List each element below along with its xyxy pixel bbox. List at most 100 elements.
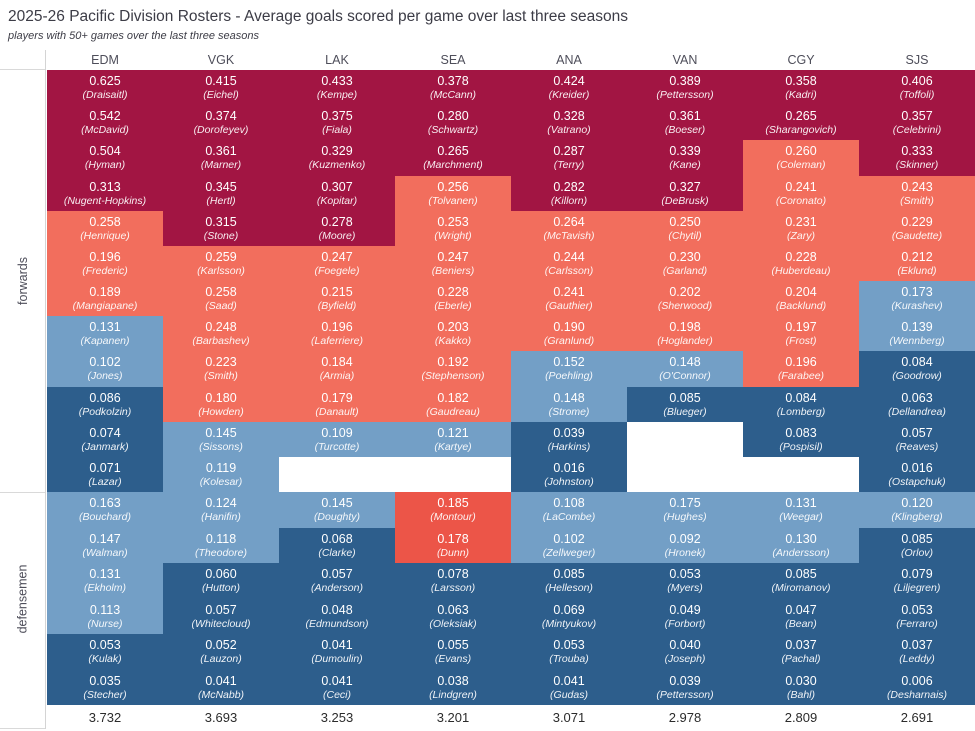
player-cell[interactable]: 0.333 (Skinner) xyxy=(859,140,975,176)
player-cell[interactable]: 0.052 (Lauzon) xyxy=(163,634,279,670)
player-cell[interactable]: 0.035 (Stecher) xyxy=(47,669,163,705)
player-cell[interactable]: 0.041 (Dumoulin) xyxy=(279,634,395,670)
player-cell[interactable]: 0.175 (Hughes) xyxy=(627,492,743,528)
player-cell[interactable]: 0.139 (Wennberg) xyxy=(859,316,975,352)
player-cell[interactable]: 0.053 (Ferraro) xyxy=(859,598,975,634)
player-cell[interactable]: 0.204 (Backlund) xyxy=(743,281,859,317)
player-cell[interactable]: 0.179 (Danault) xyxy=(279,386,395,422)
player-cell[interactable]: 0.148 (O'Connor) xyxy=(627,351,743,387)
player-cell[interactable]: 0.030 (Bahl) xyxy=(743,669,859,705)
player-cell[interactable]: 0.084 (Lomberg) xyxy=(743,386,859,422)
player-cell[interactable]: 0.038 (Lindgren) xyxy=(395,669,511,705)
player-cell[interactable]: 0.307 (Kopitar) xyxy=(279,175,395,211)
player-cell[interactable]: 0.053 (Trouba) xyxy=(511,634,627,670)
player-cell[interactable]: 0.504 (Hyman) xyxy=(47,140,163,176)
player-cell[interactable]: 0.243 (Smith) xyxy=(859,175,975,211)
player-cell[interactable]: 0.173 (Kurashev) xyxy=(859,281,975,317)
player-cell[interactable]: 0.120 (Klingberg) xyxy=(859,492,975,528)
player-cell[interactable]: 0.202 (Sherwood) xyxy=(627,281,743,317)
player-cell[interactable]: 0.060 (Hutton) xyxy=(163,563,279,599)
player-cell[interactable]: 0.057 (Reaves) xyxy=(859,421,975,457)
player-cell[interactable]: 0.049 (Forbort) xyxy=(627,598,743,634)
player-cell[interactable]: 0.113 (Nurse) xyxy=(47,598,163,634)
player-cell[interactable]: 0.196 (Frederic) xyxy=(47,245,163,282)
player-cell[interactable]: 0.131 (Ekholm) xyxy=(47,563,163,599)
player-cell[interactable]: 0.241 (Gauthier) xyxy=(511,281,627,317)
player-cell[interactable]: 0.378 (McCann) xyxy=(395,70,511,106)
player-cell[interactable]: 0.041 (McNabb) xyxy=(163,669,279,705)
player-cell[interactable]: 0.389 (Pettersson) xyxy=(627,70,743,106)
player-cell[interactable]: 0.374 (Dorofeyev) xyxy=(163,105,279,141)
player-cell[interactable]: 0.163 (Bouchard) xyxy=(47,492,163,528)
player-cell[interactable]: 0.145 (Doughty) xyxy=(279,492,395,528)
player-cell[interactable]: 0.198 (Hoglander) xyxy=(627,316,743,352)
player-cell[interactable]: 0.231 (Zary) xyxy=(743,210,859,246)
player-cell[interactable]: 0.253 (Wright) xyxy=(395,210,511,246)
player-cell[interactable]: 0.068 (Clarke) xyxy=(279,527,395,563)
player-cell[interactable]: 0.212 (Eklund) xyxy=(859,245,975,282)
player-cell[interactable]: 0.197 (Frost) xyxy=(743,316,859,352)
player-cell[interactable]: 0.230 (Garland) xyxy=(627,245,743,282)
player-cell[interactable]: 0.078 (Larsson) xyxy=(395,563,511,599)
player-cell[interactable]: 0.048 (Edmundson) xyxy=(279,598,395,634)
player-cell[interactable]: 0.287 (Terry) xyxy=(511,140,627,176)
player-cell[interactable]: 0.265 (Marchment) xyxy=(395,140,511,176)
player-cell[interactable]: 0.147 (Walman) xyxy=(47,527,163,563)
player-cell[interactable]: 0.086 (Podkolzin) xyxy=(47,386,163,422)
player-cell[interactable]: 0.247 (Foegele) xyxy=(279,245,395,282)
player-cell[interactable]: 0.063 (Oleksiak) xyxy=(395,598,511,634)
player-cell[interactable]: 0.102 (Jones) xyxy=(47,351,163,387)
player-cell[interactable]: 0.131 (Kapanen) xyxy=(47,316,163,352)
player-cell[interactable]: 0.130 (Andersson) xyxy=(743,527,859,563)
player-cell[interactable]: 0.084 (Goodrow) xyxy=(859,351,975,387)
player-cell[interactable]: 0.328 (Vatrano) xyxy=(511,105,627,141)
player-cell[interactable]: 0.264 (McTavish) xyxy=(511,210,627,246)
player-cell[interactable]: 0.282 (Killorn) xyxy=(511,175,627,211)
player-cell[interactable]: 0.102 (Zellweger) xyxy=(511,527,627,563)
player-cell[interactable]: 0.152 (Poehling) xyxy=(511,351,627,387)
player-cell[interactable]: 0.192 (Stephenson) xyxy=(395,351,511,387)
player-cell[interactable]: 0.180 (Howden) xyxy=(163,386,279,422)
player-cell[interactable]: 0.265 (Sharangovich) xyxy=(743,105,859,141)
player-cell[interactable]: 0.182 (Gaudreau) xyxy=(395,386,511,422)
player-cell[interactable]: 0.248 (Barbashev) xyxy=(163,316,279,352)
player-cell[interactable]: 0.053 (Kulak) xyxy=(47,634,163,670)
player-cell[interactable]: 0.424 (Kreider) xyxy=(511,70,627,106)
player-cell[interactable]: 0.250 (Chytil) xyxy=(627,210,743,246)
player-cell[interactable]: 0.258 (Henrique) xyxy=(47,210,163,246)
player-cell[interactable]: 0.244 (Carlsson) xyxy=(511,245,627,282)
player-cell[interactable]: 0.339 (Kane) xyxy=(627,140,743,176)
player-cell[interactable]: 0.375 (Fiala) xyxy=(279,105,395,141)
player-cell[interactable]: 0.085 (Orlov) xyxy=(859,527,975,563)
player-cell[interactable]: 0.121 (Kartye) xyxy=(395,421,511,457)
player-cell[interactable]: 0.124 (Hanifin) xyxy=(163,492,279,528)
player-cell[interactable]: 0.196 (Farabee) xyxy=(743,351,859,387)
player-cell[interactable]: 0.259 (Karlsson) xyxy=(163,245,279,282)
player-cell[interactable]: 0.184 (Armia) xyxy=(279,351,395,387)
player-cell[interactable]: 0.196 (Laferriere) xyxy=(279,316,395,352)
player-cell[interactable]: 0.278 (Moore) xyxy=(279,210,395,246)
player-cell[interactable]: 0.190 (Granlund) xyxy=(511,316,627,352)
player-cell[interactable]: 0.625 (Draisaitl) xyxy=(47,70,163,106)
player-cell[interactable]: 0.085 (Helleson) xyxy=(511,563,627,599)
player-cell[interactable]: 0.037 (Leddy) xyxy=(859,634,975,670)
player-cell[interactable]: 0.148 (Strome) xyxy=(511,386,627,422)
player-cell[interactable]: 0.053 (Myers) xyxy=(627,563,743,599)
player-cell[interactable]: 0.085 (Miromanov) xyxy=(743,563,859,599)
player-cell[interactable]: 0.092 (Hronek) xyxy=(627,527,743,563)
player-cell[interactable]: 0.223 (Smith) xyxy=(163,351,279,387)
player-cell[interactable]: 0.542 (McDavid) xyxy=(47,105,163,141)
player-cell[interactable]: 0.345 (Hertl) xyxy=(163,175,279,211)
player-cell[interactable]: 0.055 (Evans) xyxy=(395,634,511,670)
player-cell[interactable]: 0.047 (Bean) xyxy=(743,598,859,634)
player-cell[interactable]: 0.119 (Kolesar) xyxy=(163,456,279,493)
player-cell[interactable]: 0.361 (Boeser) xyxy=(627,105,743,141)
player-cell[interactable]: 0.229 (Gaudette) xyxy=(859,210,975,246)
player-cell[interactable]: 0.406 (Toffoli) xyxy=(859,70,975,106)
player-cell[interactable]: 0.228 (Huberdeau) xyxy=(743,245,859,282)
player-cell[interactable]: 0.016 (Ostapchuk) xyxy=(859,456,975,493)
player-cell[interactable]: 0.118 (Theodore) xyxy=(163,527,279,563)
player-cell[interactable]: 0.361 (Marner) xyxy=(163,140,279,176)
player-cell[interactable]: 0.433 (Kempe) xyxy=(279,70,395,106)
player-cell[interactable]: 0.145 (Sissons) xyxy=(163,421,279,457)
